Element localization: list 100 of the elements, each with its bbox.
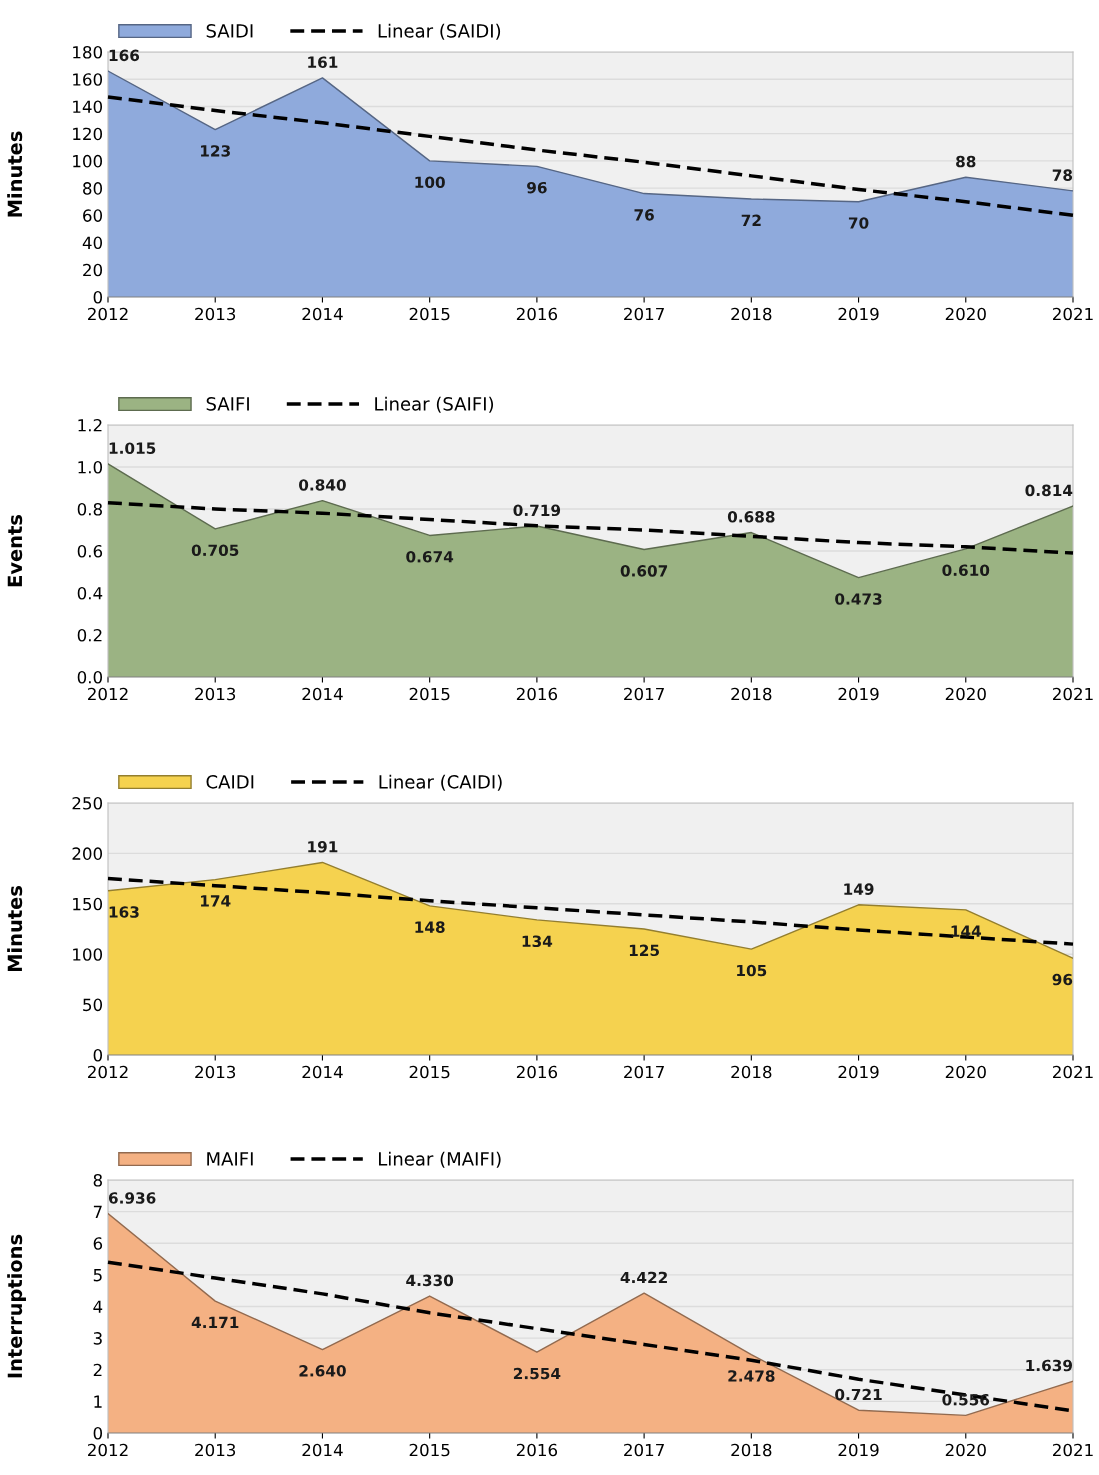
data-label: 174: [201, 895, 231, 907]
x-tick-label: 2014: [302, 1443, 343, 1457]
x-tick-label: 2015: [409, 1443, 450, 1457]
data-label: 6.936: [108, 1192, 156, 1204]
y-axis-title: Interruptions: [7, 1234, 26, 1378]
x-tick-label: 2016: [516, 1443, 558, 1457]
y-tick-label: 100: [73, 154, 103, 168]
x-tick-label: 2017: [624, 1443, 664, 1457]
y-tick-label: 200: [72, 847, 103, 860]
data-label: 72: [741, 214, 761, 226]
data-label: 144: [951, 925, 982, 937]
x-tick-label: 2016: [516, 1065, 558, 1079]
data-label: 149: [844, 883, 874, 895]
y-tick-label: 0: [93, 1426, 103, 1440]
y-tick-label: 120: [73, 127, 103, 141]
data-label: 0.674: [406, 551, 454, 563]
x-tick-label: 2012: [88, 687, 128, 701]
y-tick-label: 1.2: [78, 418, 102, 432]
x-tick-label: 2014: [302, 307, 343, 321]
legend-label: CAIDI: [206, 775, 254, 789]
data-label: 100: [415, 176, 445, 188]
data-label: 0.607: [620, 565, 668, 577]
y-tick-label: 1: [94, 1395, 102, 1408]
y-tick-label: 250: [72, 796, 103, 810]
x-tick-label: 2012: [88, 1443, 128, 1457]
data-label: 70: [848, 217, 869, 229]
x-tick-label: 2014: [302, 1065, 343, 1079]
x-tick-label: 2021: [1053, 687, 1093, 701]
data-label: 0.840: [299, 479, 346, 491]
data-label: 2.478: [728, 1370, 775, 1382]
data-label: 96: [527, 181, 547, 194]
x-tick-label: 2019: [838, 1443, 879, 1457]
x-tick-label: 2020: [945, 687, 986, 701]
y-tick-label: 0.8: [77, 502, 102, 516]
y-tick-label: 6: [93, 1237, 103, 1250]
y-tick-label: 150: [73, 897, 103, 911]
x-tick-label: 2016: [516, 307, 558, 321]
x-tick-label: 2018: [731, 1443, 772, 1457]
data-label: 96: [1052, 973, 1073, 986]
y-axis-title: Minutes: [7, 886, 23, 972]
x-tick-label: 2017: [624, 307, 664, 321]
x-tick-label: 2019: [838, 307, 879, 321]
x-tick-label: 2017: [624, 687, 664, 701]
x-tick-label: 2013: [195, 687, 236, 701]
data-label: 4.171: [191, 1316, 239, 1328]
data-label: 105: [737, 964, 767, 977]
data-label: 0.814: [1025, 484, 1073, 497]
data-label: 0.705: [191, 544, 239, 557]
data-label: 4.422: [620, 1271, 667, 1284]
y-tick-label: 0.4: [77, 586, 103, 600]
y-tick-label: 7: [93, 1205, 102, 1218]
x-tick-label: 2020: [945, 307, 986, 321]
y-tick-label: 3: [93, 1332, 102, 1345]
data-label: 148: [415, 921, 445, 933]
y-tick-label: 5: [93, 1269, 102, 1282]
y-tick-label: 60: [83, 209, 103, 222]
data-label: 1.639: [1026, 1359, 1073, 1372]
data-label: 0.556: [942, 1393, 990, 1406]
y-tick-label: 100: [73, 948, 103, 961]
data-label: 0.688: [727, 511, 775, 523]
y-axis-title: Minutes: [7, 131, 23, 217]
legend-label: Linear (MAIFI): [379, 1151, 501, 1168]
data-label: 134: [522, 935, 553, 948]
y-tick-label: 4: [93, 1300, 103, 1313]
x-tick-label: 2021: [1053, 307, 1093, 321]
x-tick-label: 2013: [195, 1065, 236, 1079]
x-tick-label: 2012: [88, 1065, 128, 1079]
x-tick-label: 2013: [195, 1443, 236, 1457]
x-tick-label: 2020: [945, 1065, 986, 1079]
y-tick-label: 0.2: [77, 628, 102, 642]
x-tick-label: 2015: [409, 1065, 450, 1079]
y-tick-label: 0: [93, 290, 103, 304]
legend-label: SAIDI: [206, 24, 253, 38]
x-tick-label: 2014: [302, 687, 343, 701]
y-tick-label: 1.0: [78, 460, 103, 474]
y-tick-label: 180: [73, 45, 103, 59]
data-label: 1.015: [109, 442, 156, 454]
x-tick-label: 2021: [1053, 1443, 1093, 1457]
y-tick-label: 0.6: [77, 544, 103, 558]
data-label: 163: [109, 906, 139, 918]
x-tick-label: 2018: [731, 307, 772, 321]
data-label: 2.640: [299, 1365, 346, 1377]
x-tick-label: 2018: [731, 687, 772, 701]
x-tick-label: 2012: [88, 307, 128, 321]
x-tick-label: 2015: [409, 307, 450, 321]
x-tick-label: 2020: [945, 1443, 986, 1457]
data-label: 88: [956, 155, 976, 168]
data-label: 2.554: [513, 1367, 561, 1380]
y-tick-label: 40: [82, 236, 103, 250]
x-tick-label: 2019: [838, 687, 879, 701]
x-tick-label: 2013: [195, 307, 236, 321]
data-label: 191: [308, 841, 338, 853]
data-label: 0.610: [942, 564, 990, 576]
data-label: 0.721: [835, 1388, 882, 1401]
x-tick-label: 2019: [838, 1065, 879, 1079]
data-label: 123: [201, 145, 230, 157]
legend-label: SAIFI: [206, 397, 249, 411]
y-tick-label: 140: [73, 100, 103, 114]
y-tick-label: 2: [93, 1363, 102, 1377]
y-tick-label: 80: [83, 182, 103, 195]
